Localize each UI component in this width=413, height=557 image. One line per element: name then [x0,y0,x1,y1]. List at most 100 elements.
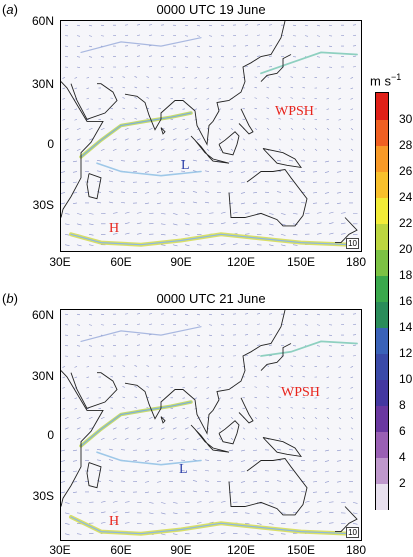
wind-vector [256,512,262,515]
wind-vector [100,127,105,131]
wind-vector [76,355,81,357]
colorbar-title: m s−1 [370,72,402,89]
panel-a-title: 0000 UTC 19 June [156,2,266,17]
wind-vector [72,491,78,493]
wind-vector [184,233,190,236]
wind-vector [112,222,118,225]
wind-vector [124,222,130,225]
streamline [96,162,202,177]
streamline [70,233,352,246]
lat-tick: 30N [31,369,54,383]
wind-vector [134,386,138,388]
wind-vector [228,160,234,163]
wind-vector [88,45,93,48]
wind-vector [61,460,66,462]
wind-vector [254,407,258,409]
wind-vector [146,375,150,378]
wind-vector [278,396,282,399]
wind-vector [312,491,318,493]
lon-tick: 90E [170,543,192,557]
wind-vector [316,313,321,316]
wind-vector [288,469,294,472]
wind-vector [148,24,153,26]
wind-vector [86,387,90,389]
wind-vector [304,334,309,337]
wind-vector [184,56,189,58]
wind-vector [144,192,150,194]
wind-vector [184,35,189,37]
wind-vector [252,171,258,173]
wind-vector [208,66,213,68]
wind-vector [196,522,202,524]
wind-vector [158,97,162,99]
wind-vector [192,490,198,493]
wind-vector [336,470,342,473]
wind-vector [108,480,114,482]
wind-vector [112,212,118,214]
colorbar-segment [376,301,388,328]
wind-vector [288,448,294,451]
wind-vector [62,397,66,400]
wind-vector [316,66,321,69]
wind-vector [208,212,214,214]
wind-vector [268,502,274,504]
coastline [124,21,286,146]
wind-vector [278,107,282,110]
wind-vector [288,191,294,193]
wind-vector [88,416,93,420]
wind-vector [120,181,126,183]
wind-vector [204,490,210,493]
wind-vector [208,532,214,535]
wind-vector [196,148,201,151]
wind-vector [328,511,334,514]
wind-vector [256,344,261,346]
wind-vector [120,160,126,162]
wind-vector [278,118,282,120]
coastline [70,372,118,409]
wind-vector [61,481,66,483]
wind-vector [230,416,234,419]
wind-vector [278,127,282,130]
wind-vector [302,437,306,440]
wind-vector [124,232,130,235]
coastline [86,173,102,200]
wind-vector [96,160,102,162]
wind-vector [256,533,262,536]
wind-vector [148,344,153,346]
wind-vector [64,127,69,131]
wind-vector [148,437,153,440]
wind-vector [316,222,322,225]
colorbar-segment [376,197,388,224]
wind-vector [268,55,273,57]
streamline [80,37,202,53]
wind-vector [244,34,249,36]
wind-vector [244,45,249,47]
lon-tick: 60E [110,255,132,269]
wind-vector [244,334,249,336]
wind-vector [242,437,246,440]
panel-b-label: (b) [2,291,18,306]
wind-vector [136,323,141,325]
wind-vector [148,138,153,141]
wind-vector [134,97,138,99]
wind-vector [328,232,334,235]
reference-vector: 10 [346,238,359,249]
wind-vector [194,98,198,100]
wind-vector [180,170,186,172]
colorbar-label: 12 [399,346,413,360]
wind-vector [218,127,222,130]
wind-vector [148,512,154,515]
wind-vector [208,511,214,514]
wind-vector [74,366,78,368]
wind-vector [192,201,198,204]
wind-vector [180,181,186,183]
wind-vector [108,201,114,204]
wind-vector [156,192,162,194]
wind-vector [338,127,342,130]
wind-vector [268,233,274,236]
wind-vector [184,334,189,336]
wind-vector [276,480,282,482]
colorbar-label: 16 [399,294,413,308]
wind-vector [350,376,354,379]
wind-vector [302,416,306,419]
